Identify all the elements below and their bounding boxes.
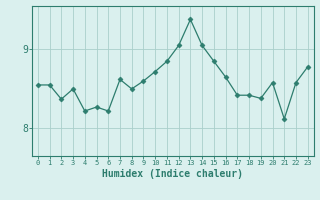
X-axis label: Humidex (Indice chaleur): Humidex (Indice chaleur): [102, 169, 243, 179]
